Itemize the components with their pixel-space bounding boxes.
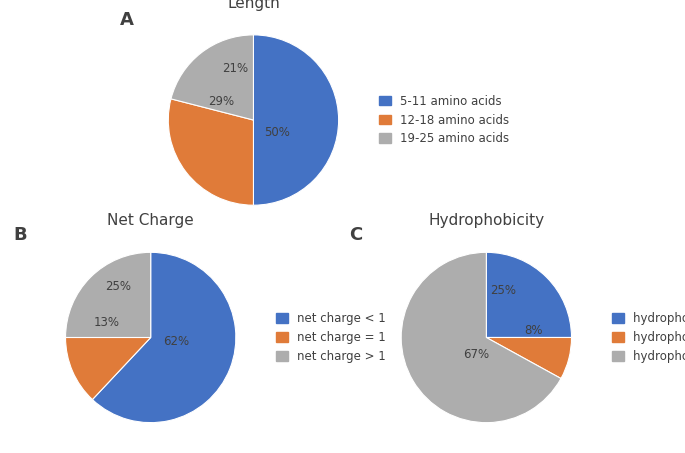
Text: 25%: 25% [105,280,132,293]
Text: 25%: 25% [490,284,516,297]
Wedge shape [66,252,151,337]
Title: Hydrophobicity: Hydrophobicity [428,213,545,228]
Wedge shape [401,252,561,423]
Wedge shape [92,252,236,423]
Title: Length: Length [227,0,280,11]
Text: 29%: 29% [208,95,234,108]
Wedge shape [486,337,571,379]
Text: B: B [14,226,27,245]
Text: 8%: 8% [524,324,543,337]
Wedge shape [171,35,253,120]
Text: 21%: 21% [222,63,248,76]
Title: Net Charge: Net Charge [108,213,194,228]
Text: A: A [120,11,134,29]
Text: C: C [349,226,362,245]
Wedge shape [486,252,571,337]
Text: 13%: 13% [93,316,119,329]
Text: 50%: 50% [264,126,290,140]
Wedge shape [66,337,151,400]
Wedge shape [253,35,338,205]
Text: 67%: 67% [463,348,489,361]
Legend: hydrophobicity < -1, hydrophobicity = -1, hydrophobicity > -1: hydrophobicity < -1, hydrophobicity = -1… [610,310,685,365]
Legend: net charge < 1, net charge = 1, net charge > 1: net charge < 1, net charge = 1, net char… [274,310,388,365]
Wedge shape [169,99,253,205]
Text: 62%: 62% [163,335,189,348]
Legend: 5-11 amino acids, 12-18 amino acids, 19-25 amino acids: 5-11 amino acids, 12-18 amino acids, 19-… [377,92,512,148]
